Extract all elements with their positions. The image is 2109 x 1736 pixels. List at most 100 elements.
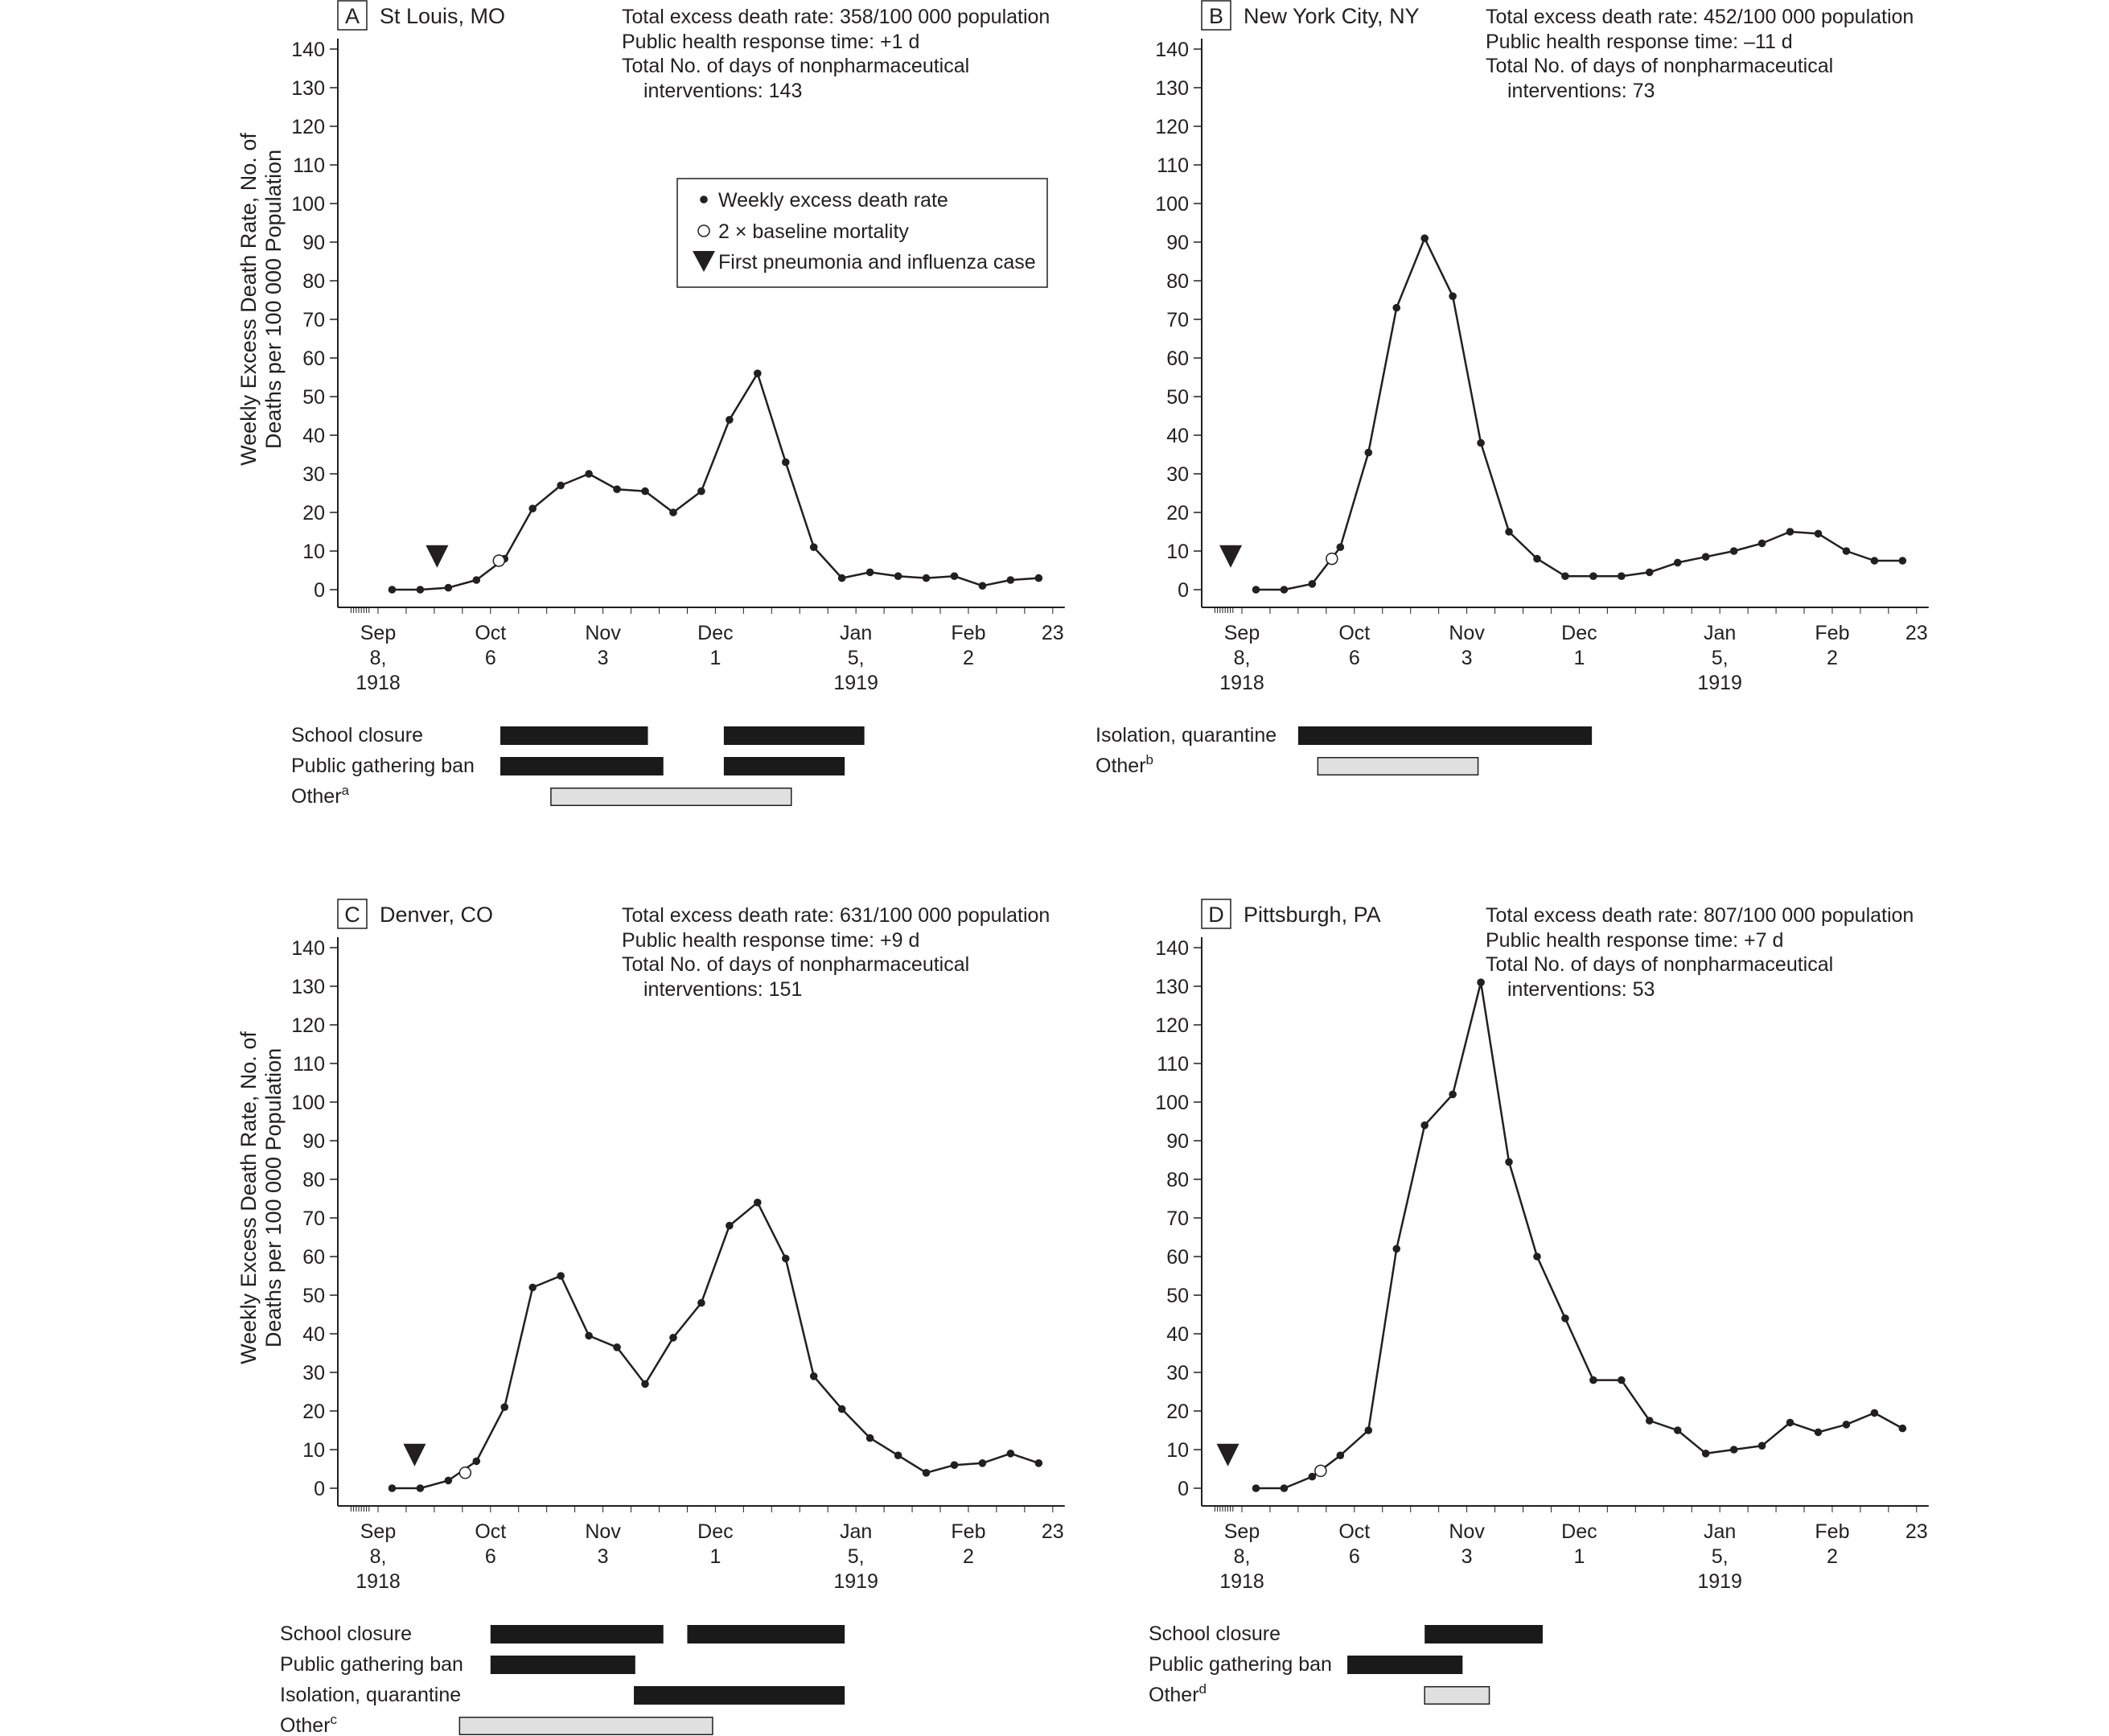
intervention-label: Public gathering ban (291, 755, 475, 777)
legend-triangle-label: First pneumonia and influenza case (718, 251, 1036, 274)
intervention-bar-other (550, 788, 792, 806)
x-tick-label: 6 (1349, 1545, 1360, 1568)
intervention-bar (634, 1686, 845, 1705)
intervention-label-text: Isolation, quarantine (1096, 724, 1276, 747)
x-tick-label: Sep (360, 1520, 396, 1543)
y-tick-label: 40 (1166, 425, 1189, 447)
x-tick-label: 5, (1712, 1545, 1729, 1568)
panel-letter: D (1208, 903, 1224, 927)
y-axis-title-line1: Weekly Excess Death Rate, No. of (236, 133, 261, 466)
data-point (416, 586, 425, 594)
y-tick-label: 40 (302, 425, 325, 447)
intervention-label-text: Isolation, quarantine (280, 1684, 461, 1706)
y-tick-label: 90 (302, 1130, 325, 1153)
x-tick-label: 8, (370, 1545, 387, 1568)
series-line (1256, 981, 1903, 1490)
x-tick-label: Feb (951, 622, 985, 644)
y-tick-label: 30 (302, 463, 325, 486)
x-tick-label: 5, (1712, 647, 1729, 669)
data-point (1561, 572, 1569, 580)
x-tick-label: Jan (840, 622, 872, 644)
data-point (1533, 554, 1541, 563)
baseline-marker (492, 554, 506, 567)
data-point (1392, 303, 1401, 312)
panel-letter: C (344, 903, 360, 927)
x-tick-label: 3 (598, 1545, 609, 1568)
info-line: interventions: 143 (643, 80, 802, 102)
info-line: interventions: 151 (643, 978, 802, 1001)
data-point (837, 1405, 846, 1413)
intervention-bar (500, 757, 664, 775)
data-point (472, 1457, 481, 1466)
x-tick-label: 1919 (833, 672, 878, 694)
y-tick-label: 10 (302, 541, 325, 563)
legend-dot-swatch (700, 195, 708, 204)
y-tick-label: 120 (1155, 116, 1189, 138)
data-point (1505, 1158, 1513, 1166)
intervention-label: Otherd (1149, 1681, 1207, 1706)
data-point (1758, 539, 1766, 548)
data-point (1898, 1424, 1907, 1433)
intervention-label-text: Other (280, 1714, 331, 1736)
data-point (1505, 528, 1513, 536)
y-tick-label: 70 (302, 309, 325, 331)
intervention-bar (490, 1656, 635, 1674)
intervention-label-text: Public gathering ban (291, 755, 475, 777)
first-case-marker (426, 545, 449, 568)
footnote-marker: c (331, 1712, 338, 1727)
intervention-label: School closure (1149, 1623, 1281, 1645)
x-tick-label: 6 (1349, 647, 1360, 669)
intervention-label: Public gathering ban (1149, 1653, 1332, 1676)
y-tick-label: 40 (1166, 1323, 1189, 1346)
info-line: Total excess death rate: 452/100 000 pop… (1486, 6, 1914, 28)
y-tick-label: 0 (1178, 579, 1189, 602)
y-tick-label: 70 (1166, 1207, 1189, 1230)
y-tick-label: 0 (1178, 1478, 1189, 1500)
data-point (922, 574, 931, 582)
intervention-bar (1297, 726, 1593, 745)
x-tick-label: Sep (1224, 622, 1260, 644)
data-point (1420, 1121, 1429, 1129)
data-point (585, 470, 593, 478)
x-tick-label: 1 (1573, 647, 1585, 669)
data-point (1729, 1446, 1738, 1454)
data-point (894, 572, 902, 580)
info-line: Total No. of days of nonpharmaceutical (1486, 953, 1833, 976)
y-tick-label: 130 (1155, 976, 1189, 998)
info-line: interventions: 73 (1507, 80, 1655, 102)
data-point (1364, 448, 1373, 457)
data-point (1589, 572, 1597, 580)
y-tick-label: 0 (314, 579, 325, 602)
data-point (697, 1298, 705, 1307)
data-point (697, 487, 705, 496)
y-tick-label: 140 (1155, 937, 1189, 960)
data-point (1006, 576, 1015, 584)
footnote-marker: a (342, 783, 350, 798)
data-point (1842, 547, 1851, 555)
x-tick-label: 1 (709, 1545, 721, 1568)
intervention-label: School closure (291, 724, 423, 747)
intervention-label: Isolation, quarantine (280, 1684, 461, 1706)
y-tick-label: 60 (302, 1246, 325, 1269)
baseline-marker (1326, 552, 1338, 566)
data-point (726, 1221, 734, 1230)
panel-title: New York City, NY (1244, 4, 1420, 28)
panel-d: 0102030405060708090100110120130140Sep8,1… (1149, 899, 1929, 1706)
y-tick-label: 80 (1166, 1169, 1189, 1191)
x-tick-label: 3 (598, 647, 609, 669)
intervention-bar (723, 726, 865, 745)
series-line (392, 1201, 1039, 1490)
data-point (1449, 292, 1457, 301)
y-tick-label: 80 (302, 1169, 325, 1191)
intervention-bar-other (1317, 757, 1479, 775)
info-line: Total excess death rate: 631/100 000 pop… (622, 904, 1050, 927)
y-tick-label: 110 (293, 154, 325, 177)
y-tick-label: 130 (1155, 77, 1189, 100)
x-tick-label: 2 (1827, 647, 1838, 669)
data-point (528, 1283, 537, 1292)
data-point (754, 369, 762, 378)
data-point (1618, 1376, 1626, 1384)
data-point (1280, 1484, 1289, 1492)
y-tick-label: 130 (291, 77, 325, 100)
y-tick-label: 140 (291, 937, 325, 960)
